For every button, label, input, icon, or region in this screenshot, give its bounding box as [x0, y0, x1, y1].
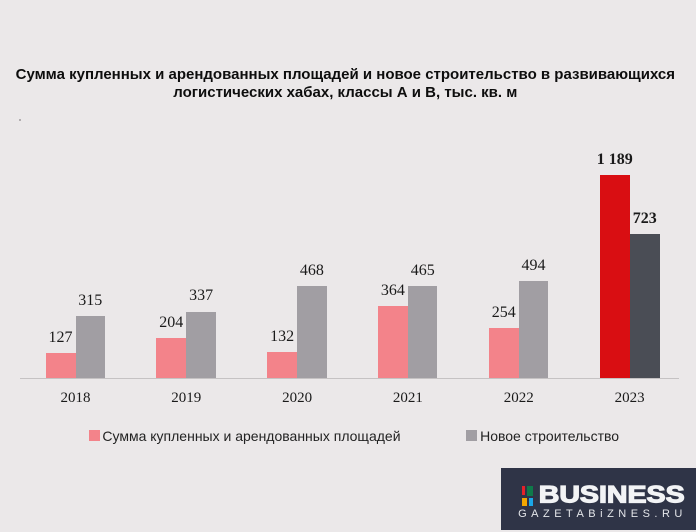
svg-text:BUSINESS: BUSINESS — [539, 481, 685, 508]
